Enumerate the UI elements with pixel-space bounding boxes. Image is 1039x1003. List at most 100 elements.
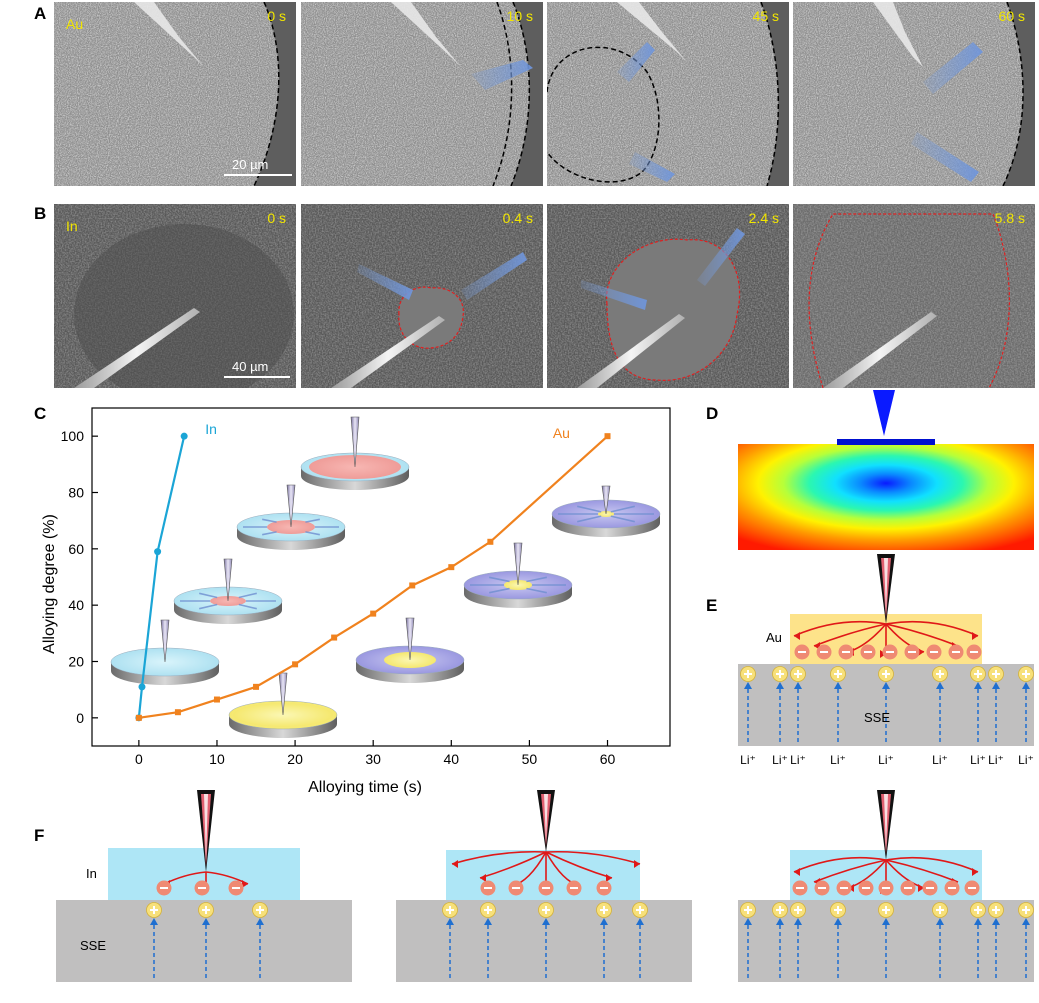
y-tick-label: 20 <box>68 654 84 670</box>
disc-icon <box>300 416 410 490</box>
sse-label-f: SSE <box>80 938 107 953</box>
sem-image-au-45s: 45 s <box>547 2 789 186</box>
y-tick-label: 0 <box>76 710 84 726</box>
y-axis-title: Alloying degree (%) <box>41 514 58 654</box>
probe-cone-icon <box>278 672 288 716</box>
li-ion-label: Li⁺ <box>790 753 806 767</box>
probe-cone-icon <box>350 416 360 468</box>
x-tick-label: 20 <box>287 751 303 767</box>
schematic-f-2: Li⁺ Li⁺ Li⁺ Li⁺ Li⁺ <box>396 790 692 988</box>
li-ion-label: Li⁺ <box>772 753 788 767</box>
probe-cone-icon <box>223 558 233 602</box>
material-label: Au <box>66 16 84 32</box>
current-arrow <box>885 620 979 637</box>
sem-image-in-0s: In 0 s 40 µm <box>54 204 296 388</box>
probe-cone-icon <box>601 485 611 515</box>
li-ion-label: Li⁺ <box>772 987 788 988</box>
li-ion-label: Li⁺ <box>932 753 948 767</box>
panel-letter-f: F <box>34 826 45 845</box>
panel-letter-b: B <box>34 204 47 223</box>
y-tick-label: 80 <box>68 485 84 501</box>
current-arrow <box>793 620 887 637</box>
sem-image-au-0s: Au 0 s 20 µm <box>54 2 296 186</box>
li-ion-label: Li⁺ <box>970 753 986 767</box>
material-label: In <box>66 218 78 234</box>
current-arrow <box>885 856 979 873</box>
sem-image-in-2.4s: 2.4 s <box>547 204 789 388</box>
x-tick-label: 10 <box>209 751 225 767</box>
sem-image-in-5.8s: 5.8 s <box>793 204 1035 388</box>
data-point-au <box>253 683 260 690</box>
chart-marks: In Au <box>135 421 611 722</box>
li-ion-label: Li⁺ <box>1018 987 1034 988</box>
panel-letter-a: A <box>34 4 47 23</box>
data-point-au <box>213 696 220 703</box>
li-ion-label: Li⁺ <box>538 987 554 988</box>
li-ion-label: Li⁺ <box>878 987 894 988</box>
time-label: 45 s <box>752 8 779 24</box>
li-ion-label: Li⁺ <box>970 987 986 988</box>
scale-bar <box>224 174 292 176</box>
li-ion-label: Li⁺ <box>240 987 256 988</box>
li-ion-label: Li⁺ <box>740 753 756 767</box>
schematic-f-1: Li⁺ Li⁺ Li⁺ <box>56 790 352 988</box>
series-label-in: In <box>205 421 217 437</box>
y-tick-label: 100 <box>61 428 85 444</box>
current-arrow <box>793 856 887 873</box>
li-ion-label: Li⁺ <box>444 987 460 988</box>
data-point-au <box>487 538 494 545</box>
probe-tip-icon <box>873 390 895 436</box>
li-ion-label: Li⁺ <box>640 987 656 988</box>
plot-frame <box>91 407 671 747</box>
probe-cone-icon <box>513 542 523 586</box>
probe-cone-icon <box>405 617 415 661</box>
current-arrow <box>813 859 887 883</box>
disc-icon <box>236 484 346 550</box>
data-point-au <box>174 709 181 716</box>
x-tick-label: 0 <box>135 751 143 767</box>
sem-image-au-60s: 60 s <box>793 2 1035 186</box>
in-layer-label: In <box>86 866 97 881</box>
data-point-au <box>409 582 416 589</box>
data-point-au <box>604 433 611 440</box>
current-arrow <box>885 623 959 647</box>
li-ion-label: Li⁺ <box>878 753 894 767</box>
current-arrow <box>545 851 613 879</box>
field-heatmap <box>738 390 1034 550</box>
y-tick-label: 40 <box>68 597 84 613</box>
schematic-f-3: Li⁺Li⁺Li⁺Li⁺Li⁺Li⁺Li⁺Li⁺Li⁺ <box>738 790 1034 988</box>
scale-bar <box>224 376 290 378</box>
scale-bar-label: 40 µm <box>232 359 269 374</box>
schematic-e: Li⁺ Li⁺ Li⁺ Li⁺ Li⁺ Li⁺ Li⁺ Li⁺ Li⁺ <box>738 554 1034 767</box>
time-label: 0 s <box>267 8 286 24</box>
panel-letter-e: E <box>706 596 718 615</box>
current-arrow <box>813 623 887 647</box>
x-tick-label: 60 <box>600 751 616 767</box>
li-ion-label: Li⁺ <box>482 987 498 988</box>
data-point-au <box>135 714 142 721</box>
time-label: 0 s <box>267 210 286 226</box>
li-ion-label: Li⁺ <box>150 987 166 988</box>
series-label-au: Au <box>553 425 570 441</box>
probe-cone-icon <box>160 619 170 663</box>
probe-cone-icon <box>286 484 296 528</box>
sse-label: SSE <box>864 710 891 725</box>
disc-icon <box>551 485 661 537</box>
sem-image-au-10s: 10 s <box>301 2 543 186</box>
y-tick-label: 60 <box>68 541 84 557</box>
disc-icon <box>355 617 465 683</box>
sem-image-in-0.4s: 0.4 s <box>301 204 543 388</box>
disc-icon <box>463 542 573 608</box>
li-ion-label: Li⁺ <box>932 987 948 988</box>
time-label: 10 s <box>506 8 533 24</box>
time-label: 60 s <box>998 8 1025 24</box>
current-arrow <box>885 859 959 883</box>
data-point-au <box>292 661 299 668</box>
alloying-chart: 0 10 20 30 40 50 60 0 20 40 60 80 100 In Au Alloying … <box>41 407 671 796</box>
chart-axes: 0 10 20 30 40 50 60 0 20 40 60 80 100 <box>61 428 616 767</box>
li-ion-label: Li⁺ <box>790 987 806 988</box>
li-ion-label: Li⁺ <box>988 987 1004 988</box>
series-line-in <box>137 435 186 718</box>
data-point-au <box>370 610 377 617</box>
current-arrow <box>479 851 547 879</box>
